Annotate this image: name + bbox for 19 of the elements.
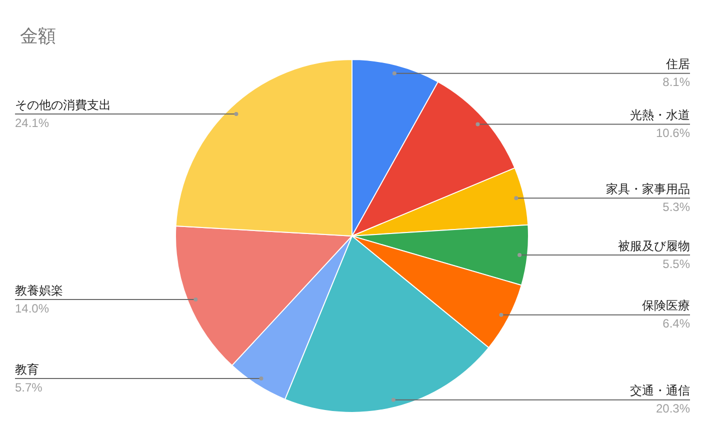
data-label: 20.3% xyxy=(656,402,690,416)
slice-label: その他の消費支出 xyxy=(15,98,111,112)
data-label: 10.6% xyxy=(656,126,690,140)
data-label: 24.1% xyxy=(15,116,50,130)
slice-label: 住居 xyxy=(665,57,690,72)
data-label: 5.7% xyxy=(15,380,43,394)
data-label: 5.3% xyxy=(662,200,690,214)
slice-label: 教養娯楽 xyxy=(15,283,63,298)
data-label: 6.4% xyxy=(662,316,690,331)
slice-label: 交通・通信 xyxy=(630,384,690,398)
data-label: 5.5% xyxy=(662,256,690,271)
slice-label: 光熱・水道 xyxy=(630,108,690,122)
chart-title: 金額 xyxy=(20,26,56,46)
data-label: 8.1% xyxy=(662,75,690,90)
slice-label: 家具・家事用品 xyxy=(606,182,690,196)
slice-label: 教育 xyxy=(15,362,39,376)
data-label: 14.0% xyxy=(15,301,50,316)
slice-label: 被服及び履物 xyxy=(618,238,690,253)
slice-label: 保険医療 xyxy=(642,298,690,313)
